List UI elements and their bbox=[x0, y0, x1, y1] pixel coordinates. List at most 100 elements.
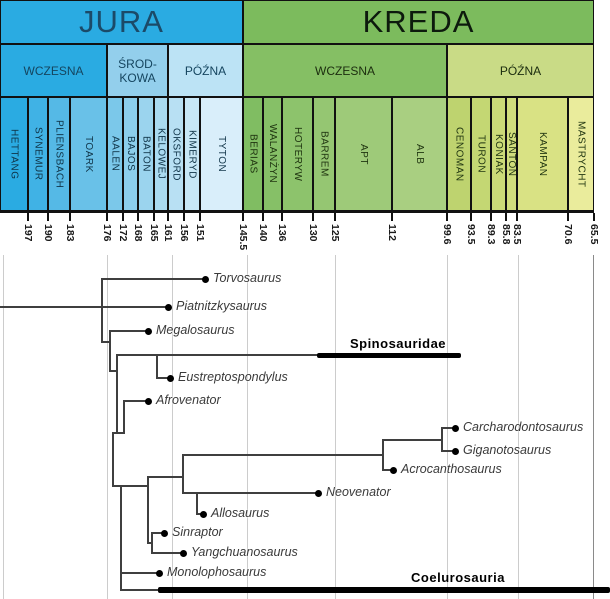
tree-branch bbox=[442, 450, 455, 452]
epoch-label: WCZESNA bbox=[315, 64, 375, 78]
tree-branch bbox=[121, 589, 160, 591]
period-label: JURA bbox=[79, 4, 164, 39]
tree-branch bbox=[123, 400, 125, 434]
age-label: 89.3 bbox=[485, 224, 497, 245]
taxon-label: Eustreptospondylus bbox=[178, 370, 288, 384]
tree-branch bbox=[383, 439, 442, 441]
epoch-label: PÓŹNA bbox=[185, 64, 226, 78]
stage-cell-oksford: OKSFORD bbox=[168, 97, 184, 211]
age-tick bbox=[153, 213, 155, 221]
epoch-label-line: WCZESNA bbox=[315, 63, 375, 78]
age-label: 176 bbox=[101, 224, 113, 242]
age-label: 145.5 bbox=[237, 224, 249, 251]
tree-branch bbox=[113, 432, 124, 434]
epoch-cell: WCZESNA bbox=[0, 44, 107, 97]
epoch-cell: ŚROD- KOWA bbox=[107, 44, 168, 97]
age-label: 85.8 bbox=[500, 224, 512, 245]
age-tick bbox=[505, 213, 507, 221]
taxon-label: Megalosaurus bbox=[156, 323, 235, 337]
taxon-label: Carcharodontosaurus bbox=[463, 420, 584, 434]
taxon-label: Acrocanthosaurus bbox=[401, 462, 502, 476]
taxon-label: Yangchuanosaurus bbox=[191, 545, 298, 559]
grid-line bbox=[107, 255, 108, 599]
epoch-label: PÓŹNA bbox=[500, 64, 541, 78]
epoch-label: ŚROD- KOWA bbox=[118, 57, 157, 85]
stage-cell-barrem: BARREM bbox=[313, 97, 335, 211]
epoch-label-line: KOWA bbox=[119, 70, 156, 85]
stage-cell-hettang: HETTANG bbox=[0, 97, 28, 211]
taxon-label: Monolophosaurus bbox=[167, 565, 267, 579]
tree-branch bbox=[0, 306, 168, 308]
age-tick bbox=[446, 213, 448, 221]
stage-cell-turon: TURON bbox=[471, 97, 491, 211]
age-tick bbox=[334, 213, 336, 221]
tree-branch bbox=[147, 476, 149, 544]
age-label: 125 bbox=[329, 224, 341, 242]
grid-line bbox=[3, 255, 4, 599]
tree-branch bbox=[102, 278, 205, 280]
tree-branch bbox=[382, 439, 384, 471]
age-tick bbox=[183, 213, 185, 221]
stage-cell-tyton: TYTON bbox=[200, 97, 243, 211]
epoch-label-line: PÓŹNA bbox=[184, 63, 227, 78]
taxon-dot bbox=[390, 467, 397, 474]
tree-branch bbox=[121, 572, 159, 574]
taxon-label: Afrovenator bbox=[156, 393, 221, 407]
stage-cell-cenoman: CENOMAN bbox=[447, 97, 471, 211]
age-label: 112 bbox=[386, 224, 398, 241]
stage-cell-synemur: SYNEMUR bbox=[28, 97, 48, 211]
age-label: 168 bbox=[132, 224, 144, 242]
stage-cell-apt: APT bbox=[335, 97, 392, 211]
tree-branch bbox=[117, 354, 319, 356]
taxon-dot bbox=[165, 304, 172, 311]
stage-cell-alb: ALB bbox=[392, 97, 447, 211]
taxon-dot bbox=[202, 276, 209, 283]
clade-bar-coelurosauria bbox=[158, 587, 610, 593]
taxon-label: Piatnitzkysaurus bbox=[176, 299, 268, 313]
tree-branch bbox=[182, 454, 184, 494]
age-tick bbox=[281, 213, 283, 221]
stage-cell-baton: BATON bbox=[138, 97, 154, 211]
clade-label-coelurosauria: Coelurosauria bbox=[411, 570, 505, 585]
age-tick bbox=[391, 213, 393, 221]
tree-branch bbox=[442, 427, 455, 429]
tree-branch bbox=[157, 377, 170, 379]
taxon-dot bbox=[315, 490, 322, 497]
tree-branch bbox=[109, 330, 111, 372]
taxon-dot bbox=[145, 398, 152, 405]
epoch-cell: PÓŹNA bbox=[168, 44, 243, 97]
tree-branch bbox=[156, 354, 158, 379]
tree-branch bbox=[112, 432, 114, 487]
stage-cell-berias: BERIAS bbox=[243, 97, 263, 211]
epoch-cell: WCZESNA bbox=[243, 44, 447, 97]
stage-cell-walanżyn: WALANŻYN bbox=[263, 97, 282, 211]
age-label: 140 bbox=[257, 224, 269, 242]
age-tick bbox=[167, 213, 169, 221]
tree-branch bbox=[124, 400, 148, 402]
age-label: 70.6 bbox=[562, 224, 574, 245]
epoch-label-line: WCZESNA bbox=[23, 63, 84, 78]
tree-branch bbox=[102, 341, 110, 343]
age-label: 161 bbox=[162, 224, 174, 242]
age-label: 183 bbox=[64, 224, 76, 242]
tree-branch bbox=[148, 476, 183, 478]
tree-branch bbox=[151, 532, 153, 554]
tree-branch bbox=[113, 485, 148, 487]
tree-branch bbox=[196, 492, 198, 515]
tree-branch bbox=[110, 370, 117, 372]
age-label: 83.5 bbox=[511, 224, 523, 245]
tree-branch bbox=[441, 427, 443, 452]
grid-line bbox=[518, 255, 519, 599]
taxon-label: Giganotosaurus bbox=[463, 443, 552, 457]
age-tick bbox=[262, 213, 264, 221]
stage-cell-aalen: AALEN bbox=[107, 97, 123, 211]
age-tick bbox=[122, 213, 124, 221]
age-tick bbox=[593, 213, 595, 221]
tree-branch bbox=[152, 552, 183, 554]
period-cell-kreda: KREDA bbox=[243, 0, 594, 44]
tree-branch bbox=[148, 542, 152, 544]
tree-branch bbox=[183, 492, 318, 494]
age-tick bbox=[490, 213, 492, 221]
stage-cell-bajos: BAJOS bbox=[123, 97, 138, 211]
tree-branch bbox=[110, 330, 148, 332]
